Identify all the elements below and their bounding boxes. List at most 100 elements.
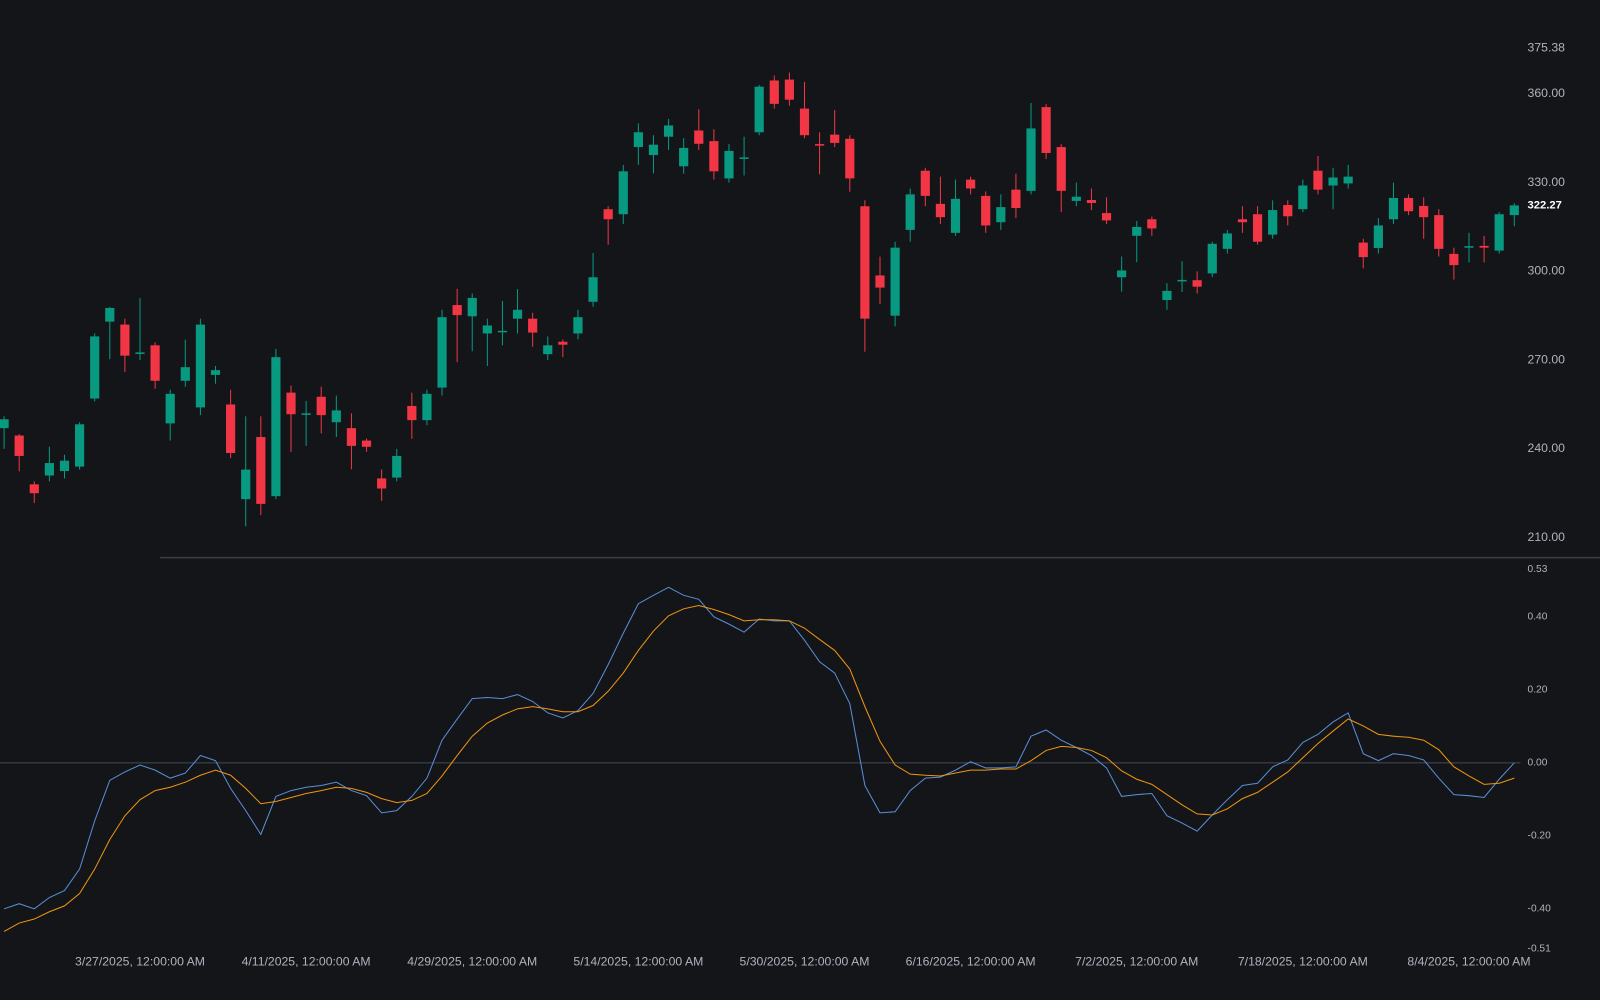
candle-body (1071, 196, 1081, 201)
candle-body (1268, 210, 1278, 235)
candle-body (1177, 279, 1187, 282)
candle-body (1237, 219, 1248, 223)
candle-body (1222, 233, 1232, 249)
candle-body (663, 125, 674, 137)
candle-body (860, 206, 870, 319)
x-tick-label: 7/18/2025, 12:00:00 AM (1238, 954, 1368, 968)
candle-body (935, 203, 945, 218)
last-price-label: 322.27 (1528, 199, 1562, 211)
candle-body (679, 147, 689, 167)
candle-body (1147, 219, 1157, 229)
candle-body (558, 341, 568, 345)
candle-body (150, 345, 160, 381)
candle-body (694, 130, 704, 144)
candle-body (120, 324, 130, 356)
price-tick-label: 300.00 (1528, 264, 1566, 278)
price-tick-label: 240.00 (1528, 441, 1566, 455)
candle-body (1358, 242, 1368, 258)
candle-body (1117, 270, 1127, 278)
candle-body (14, 435, 24, 456)
candle-body (905, 194, 915, 230)
candle-body (29, 484, 39, 494)
candle-body (618, 171, 628, 215)
candle-body (724, 150, 734, 179)
candle-body (1192, 280, 1202, 287)
candle-body (1011, 189, 1021, 209)
candle-body (271, 357, 281, 497)
candle-body (1464, 246, 1474, 248)
candle-body (920, 170, 930, 196)
x-tick-label: 5/14/2025, 12:00:00 AM (573, 954, 703, 968)
price-tick-label: 330.00 (1528, 175, 1566, 189)
candle-body (392, 455, 402, 478)
candle-body (1101, 213, 1112, 221)
candle-body (1313, 170, 1323, 190)
candle-body (1449, 253, 1459, 266)
osc-tick-label: -0.40 (1528, 904, 1552, 915)
candle-body (1434, 215, 1444, 249)
candle-body (361, 440, 372, 447)
candle-body (1403, 197, 1414, 212)
candle-body (1419, 205, 1429, 218)
candle-body (588, 277, 598, 302)
x-tick-label: 6/16/2025, 12:00:00 AM (906, 954, 1036, 968)
candle-body (996, 207, 1006, 223)
candle-body (135, 352, 145, 354)
candle-body (0, 419, 9, 429)
candle-body (1479, 245, 1489, 248)
candle-body (603, 209, 613, 220)
candle-body (543, 345, 553, 355)
candle-body (316, 396, 326, 416)
candle-body (90, 336, 100, 399)
candle-body (799, 108, 810, 136)
candle-body (784, 79, 794, 100)
osc-tick-label: 0.53 (1528, 564, 1548, 575)
candle-body (482, 325, 492, 334)
candle-body (301, 413, 311, 415)
x-tick-label: 4/29/2025, 12:00:00 AM (407, 954, 537, 968)
candle-body (1026, 128, 1036, 191)
x-tick-label: 4/11/2025, 12:00:00 AM (242, 954, 371, 968)
candle-body (346, 428, 357, 446)
candle-body (950, 198, 961, 233)
candle-body (407, 405, 417, 421)
price-tick-label: 210.00 (1528, 530, 1566, 544)
candle-body (226, 404, 236, 453)
candle-body (1041, 107, 1051, 153)
candle-body (1252, 214, 1263, 242)
candle-body (44, 463, 54, 476)
candle-body (452, 305, 462, 316)
osc-tick-label: -0.51 (1528, 944, 1552, 955)
candle-body (1343, 176, 1353, 184)
osc-tick-label: 0.20 (1528, 685, 1548, 696)
candle-body (195, 324, 205, 408)
candle-body (648, 144, 659, 156)
indicator-line (3, 586, 1515, 910)
candle-body (709, 141, 719, 172)
candle-body (1298, 185, 1308, 210)
candle-body (573, 317, 583, 334)
candle-body (1283, 205, 1293, 217)
candle-body (1494, 214, 1504, 251)
candle-body (1207, 243, 1217, 274)
x-tick-label: 7/2/2025, 12:00:00 AM (1075, 954, 1198, 968)
candle-body (1328, 177, 1338, 186)
candle-body (286, 392, 296, 415)
candle-body (1388, 197, 1399, 220)
price-tick-label: 360.00 (1528, 86, 1566, 100)
candle-body (165, 393, 175, 424)
candle-body (241, 469, 251, 500)
candle-body (180, 367, 190, 381)
candle-body (633, 132, 643, 148)
candle-body (830, 134, 840, 143)
candle-body (437, 317, 447, 388)
candle-body (422, 393, 432, 421)
candle-body (1162, 290, 1172, 301)
osc-tick-label: 0.40 (1528, 612, 1548, 623)
x-tick-label: 8/4/2025, 12:00:00 AM (1407, 954, 1530, 968)
candle-body (754, 86, 764, 133)
candle-body (210, 370, 221, 375)
x-tick-label: 3/27/2025, 12:00:00 AM (75, 954, 205, 968)
